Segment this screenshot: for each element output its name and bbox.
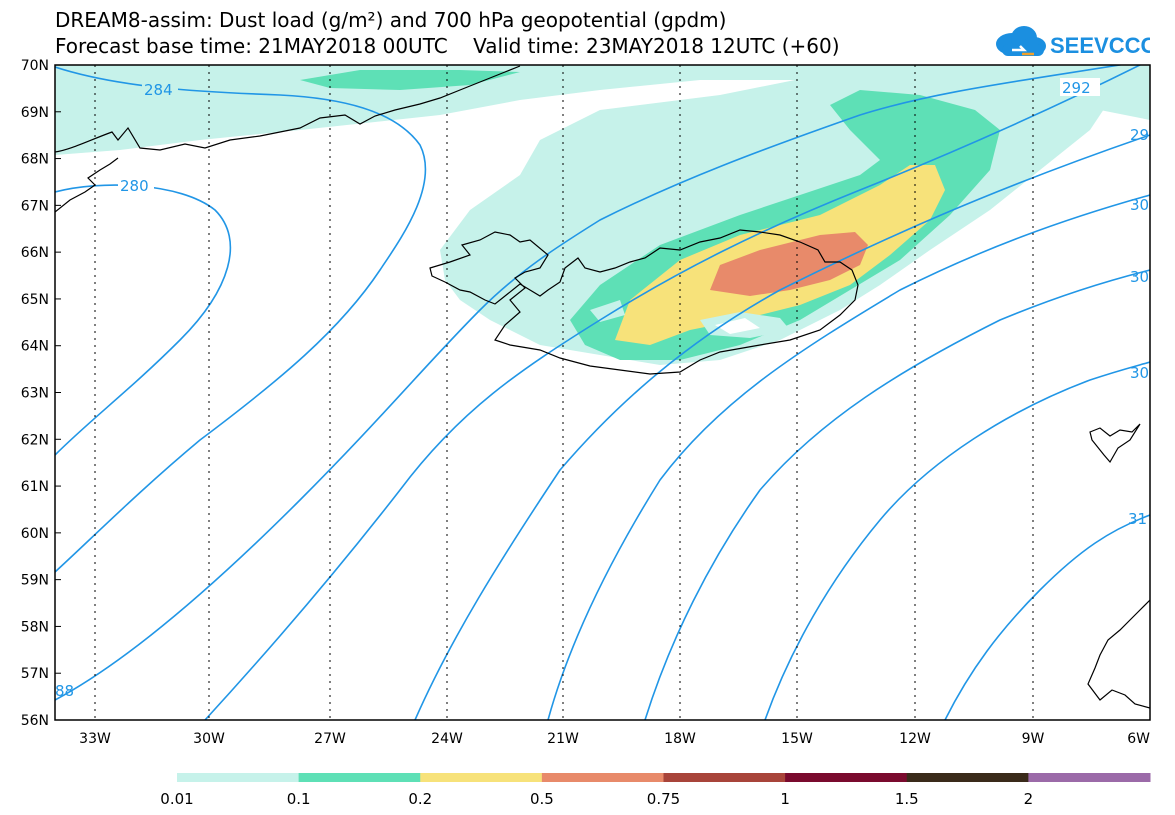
colorbar-label: 0.01 — [160, 790, 193, 808]
latitude-label: 61N — [21, 479, 49, 495]
latitude-label: 69N — [21, 105, 49, 121]
colorbar-swatch — [1028, 773, 1151, 782]
latitude-label: 62N — [21, 432, 49, 448]
faroe-coast — [1089, 423, 1141, 464]
latitude-label: 65N — [21, 292, 49, 308]
dust-level-0.5 — [710, 232, 868, 296]
contour-label: 280 — [120, 177, 149, 195]
latitude-label: 67N — [21, 198, 49, 214]
contour-label: 30 — [1130, 196, 1149, 214]
colorbar-label: 0.2 — [408, 790, 432, 808]
map-subtitle: Forecast base time: 21MAY2018 00UTC Vali… — [55, 34, 840, 58]
contour-label: 30 — [1130, 364, 1149, 382]
colorbar-label: 1.5 — [895, 790, 919, 808]
latitude-label: 63N — [21, 386, 49, 402]
latitude-label: 57N — [21, 666, 49, 682]
contour-280 — [55, 184, 232, 456]
contour-304 — [644, 269, 1150, 720]
longitude-label: 18W — [664, 731, 696, 747]
contour-296 — [414, 134, 1150, 720]
greenland-coast — [55, 65, 521, 153]
longitude-label: 30W — [193, 731, 225, 747]
colorbar-label: 2 — [1024, 790, 1034, 808]
colorbar-swatch — [298, 773, 421, 782]
colorbar-swatch — [420, 773, 543, 782]
colorbar-swatch — [906, 773, 1029, 782]
iceland-coast — [429, 229, 859, 375]
logo-text: SEEVCCC — [1050, 33, 1150, 58]
contour-288 — [55, 65, 1125, 701]
longitude-labels: 33W 30W 27W 24W 21W 18W 15W 12W 9W 6W — [79, 731, 1150, 747]
colorbar-label: 1 — [780, 790, 790, 808]
latitude-label: 70N — [21, 58, 49, 74]
contour-284 — [55, 66, 427, 573]
latitude-label: 59N — [21, 573, 49, 589]
contour-292 — [204, 65, 1142, 720]
latitude-label: 66N — [21, 245, 49, 261]
contour-label: 292 — [1062, 79, 1091, 97]
colorbar-swatch — [663, 773, 786, 782]
longitude-label: 21W — [547, 731, 579, 747]
contour-label: 30 — [1130, 268, 1149, 286]
greenland-coast-west — [55, 157, 119, 213]
longitude-label: 9W — [1022, 731, 1045, 747]
longitude-label: 24W — [431, 731, 463, 747]
coastlines — [55, 65, 1150, 709]
contour-label: 88 — [55, 682, 74, 700]
contour-312 — [944, 514, 1150, 720]
contour-300 — [547, 194, 1150, 720]
longitude-label: 12W — [899, 731, 931, 747]
cloud-icon — [996, 26, 1046, 56]
colorbar-swatch — [177, 773, 300, 782]
colorbar-swatch — [541, 773, 664, 782]
contour-labels: 284 280 292 29 30 30 30 31 88 — [55, 78, 1149, 700]
longitude-label: 33W — [79, 731, 111, 747]
colorbar-label: 0.5 — [530, 790, 554, 808]
colorbar: 0.01 0.1 0.2 0.5 0.75 1 1.5 2 — [160, 773, 1151, 808]
map-title: DREAM8-assim: Dust load (g/m²) and 700 h… — [55, 8, 727, 32]
scotland-coast — [1087, 599, 1150, 709]
colorbar-label: 0.1 — [287, 790, 311, 808]
longitude-label: 15W — [781, 731, 813, 747]
contour-308 — [764, 361, 1150, 720]
dust-field — [55, 65, 1150, 365]
latitude-label: 68N — [21, 152, 49, 168]
latitude-label: 64N — [21, 339, 49, 355]
dust-level-0.1-north — [300, 70, 520, 90]
colorbar-label: 0.75 — [647, 790, 680, 808]
colorbar-swatch — [785, 773, 908, 782]
longitude-label: 27W — [314, 731, 346, 747]
latitude-label: 56N — [21, 713, 49, 729]
contour-label: 284 — [144, 81, 173, 99]
seevccc-logo: SEEVCCC — [996, 26, 1150, 58]
geopotential-contours — [55, 65, 1150, 720]
contour-label: 31 — [1128, 510, 1147, 528]
latitude-label: 60N — [21, 526, 49, 542]
contour-label: 29 — [1130, 126, 1149, 144]
longitude-label: 6W — [1127, 731, 1150, 747]
latitude-labels: 70N 69N 68N 67N 66N 65N 64N 63N 62N 61N 60N 59N 58N 5… — [21, 58, 61, 729]
latitude-label: 58N — [21, 619, 49, 635]
